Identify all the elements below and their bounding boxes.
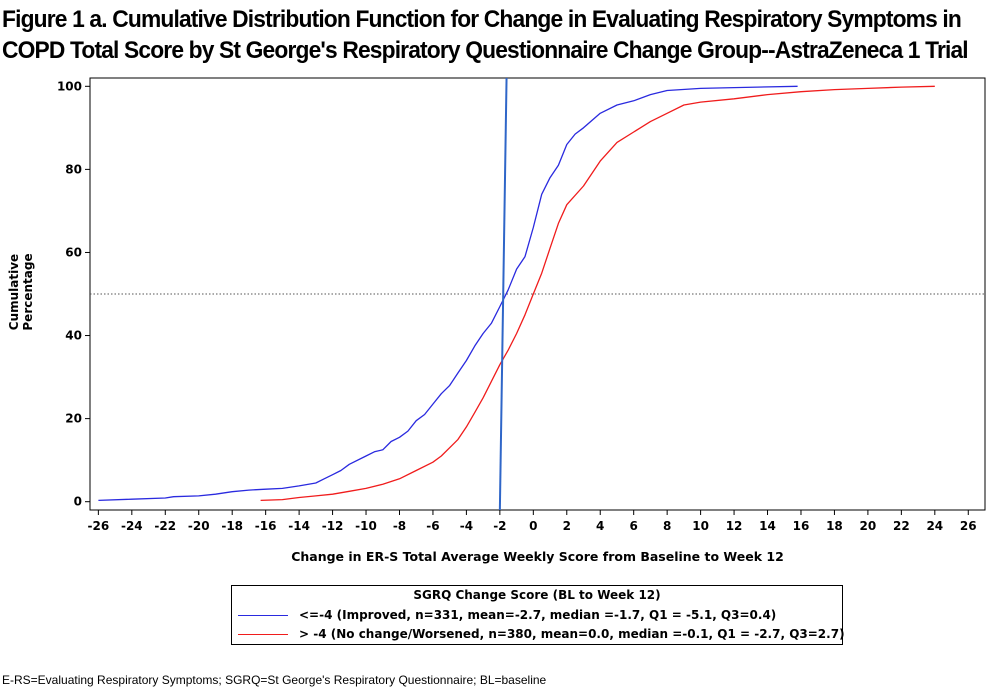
legend-swatch-worsened (238, 633, 288, 635)
legend-swatch-improved (238, 614, 288, 616)
figure-title: Figure 1 a. Cumulative Distribution Func… (2, 4, 969, 66)
footnote: E-RS=Evaluating Respiratory Symptoms; SG… (2, 673, 547, 687)
x-tick-label: 2 (563, 519, 571, 533)
y-tick-label: 80 (65, 162, 82, 176)
x-tick-label: -6 (426, 519, 439, 533)
x-tick-label: 26 (960, 519, 977, 533)
x-tick-label: 14 (759, 519, 776, 533)
y-axis-label: Cumulative Percentage (7, 253, 35, 331)
legend-item-improved: <=-4 (Improved, n=331, mean=-2.7, median… (238, 607, 776, 623)
x-tick-label: -8 (393, 519, 406, 533)
x-tick-label: 10 (692, 519, 709, 533)
legend: SGRQ Change Score (BL to Week 12) <=-4 (… (231, 585, 845, 645)
x-tick-label: -4 (460, 519, 473, 533)
x-tick-label: -24 (121, 519, 143, 533)
x-tick-label: 6 (630, 519, 638, 533)
x-tick-label: -22 (154, 519, 176, 533)
series-line-worsened (260, 85, 935, 502)
x-tick-label: -20 (188, 519, 210, 533)
y-tick-label: 20 (65, 412, 82, 426)
x-tick-label: 12 (726, 519, 743, 533)
x-tick-label: -16 (255, 519, 277, 533)
y-tick-label: 40 (65, 329, 82, 343)
legend-item-worsened: > -4 (No change/Worsened, n=380, mean=0.… (238, 626, 845, 642)
legend-label-improved: <=-4 (Improved, n=331, mean=-2.7, median… (299, 608, 777, 622)
legend-title: SGRQ Change Score (BL to Week 12) (413, 588, 661, 602)
x-tick-label: 0 (529, 519, 537, 533)
x-tick-label: 16 (793, 519, 810, 533)
x-tick-label: -26 (88, 519, 110, 533)
figure-title-line-2: COPD Total Score by St George's Respirat… (2, 37, 969, 64)
x-tick-label: 4 (596, 519, 604, 533)
y-tick-label: 0 (74, 495, 82, 509)
y-tick-label: 100 (57, 79, 82, 93)
figure-title-line-1: Figure 1 a. Cumulative Distribution Func… (2, 6, 962, 33)
x-tick-label: 24 (926, 519, 943, 533)
series-line-improved (98, 85, 798, 502)
legend-label-worsened: > -4 (No change/Worsened, n=380, mean=0.… (299, 627, 845, 641)
x-tick-label: -2 (493, 519, 506, 533)
x-tick-label: -14 (288, 519, 310, 533)
y-tick-label: 60 (65, 245, 82, 259)
vertical-marker-line (498, 77, 508, 511)
x-tick-label: -18 (221, 519, 243, 533)
x-axis-label: Change in ER-S Total Average Weekly Scor… (291, 549, 784, 564)
x-tick-label: -12 (322, 519, 344, 533)
x-tick-label: 8 (663, 519, 671, 533)
x-tick-label: 22 (893, 519, 910, 533)
x-tick-label: 20 (860, 519, 877, 533)
x-tick-label: 18 (826, 519, 843, 533)
x-tick-label: -10 (355, 519, 377, 533)
